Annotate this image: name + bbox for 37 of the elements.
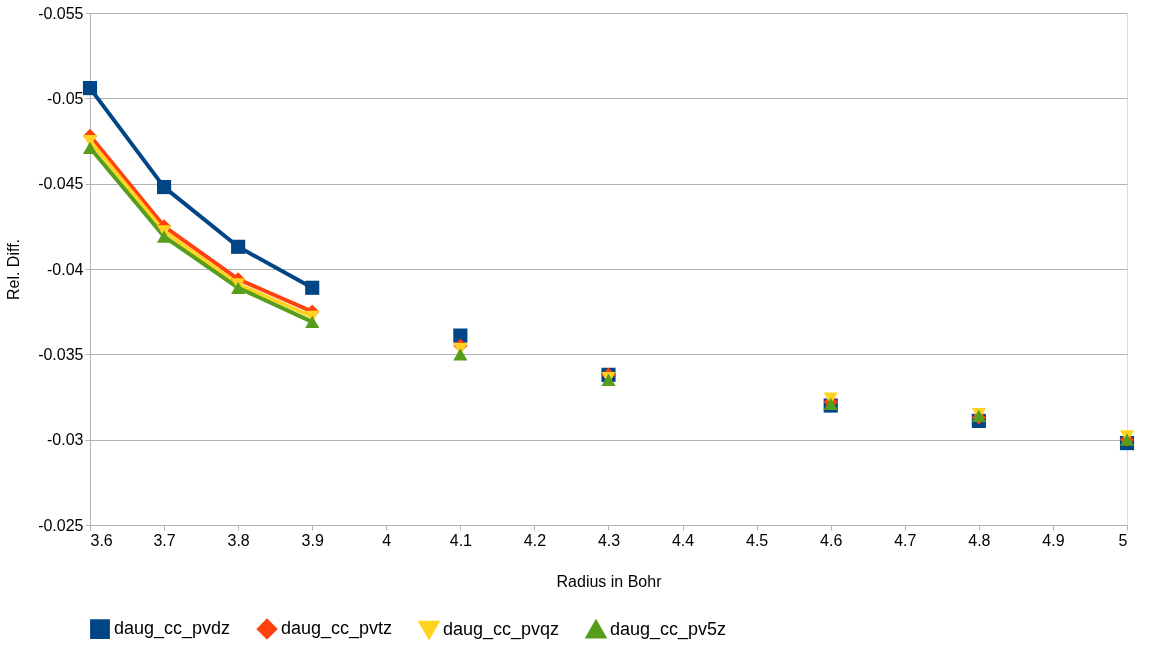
x-tick-label: 3.7: [153, 531, 176, 549]
x-tick-label: 3.9: [301, 531, 324, 549]
y-tick-label: -0.05: [47, 89, 84, 107]
x-tick-label: 4.1: [449, 531, 473, 549]
point: [82, 81, 98, 96]
x-tick-label: 4.3: [597, 531, 621, 549]
y-tick-label: -0.045: [38, 175, 84, 193]
x-tick-label: 4.8: [968, 531, 991, 549]
x-tick-label: 4.7: [894, 531, 917, 549]
x-tick-label: 3.8: [227, 531, 250, 549]
point: [157, 230, 172, 243]
y-tick-label: -0.035: [38, 345, 84, 363]
y-tick-label: -0.04: [47, 260, 84, 278]
point: [305, 280, 320, 295]
point: [82, 141, 98, 154]
point: [305, 315, 320, 329]
point: [231, 239, 246, 254]
x-tick-label: 3.6: [90, 531, 113, 549]
x-tick-label: 4: [382, 531, 392, 549]
legend-label: daug_cc_pv5z: [610, 618, 727, 640]
legend-label: daug_cc_pvtz: [281, 618, 393, 640]
legend-label: daug_cc_pvdz: [114, 618, 231, 640]
x-tick-label: 4.5: [746, 531, 769, 549]
x-axis-title: Radius in Bohr: [556, 572, 663, 590]
legend-label: daug_cc_pvqz: [443, 618, 560, 640]
x-tick-label: 4.2: [523, 531, 547, 549]
y-axis-title: Rel. Diff.: [5, 238, 23, 301]
point: [453, 348, 468, 361]
y-tick-label: -0.03: [47, 431, 84, 449]
x-tick-label: 4.6: [820, 531, 843, 549]
x-tick-label: 5: [1118, 531, 1128, 549]
y-tick-label: -0.025: [38, 516, 84, 534]
point: [157, 180, 172, 195]
x-tick-label: 4.9: [1042, 531, 1065, 549]
x-tick-label: 4.4: [671, 531, 695, 549]
point: [453, 328, 468, 343]
y-tick-label: -0.055: [38, 4, 84, 22]
